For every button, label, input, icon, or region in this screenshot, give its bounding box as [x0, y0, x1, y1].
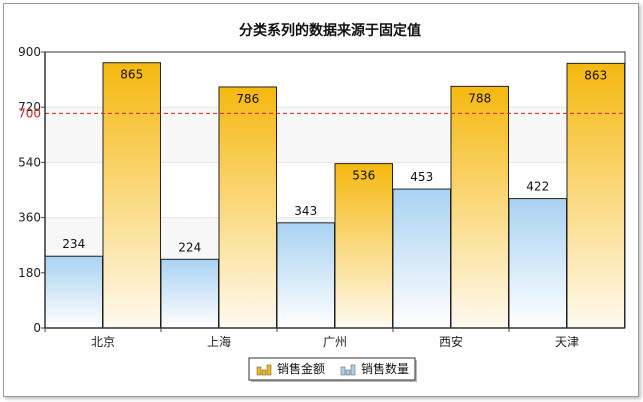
data-label-quantity: 224 [178, 240, 201, 254]
x-tick-label: 西安 [439, 334, 463, 349]
y-tick-label: 360 [18, 211, 41, 225]
data-label-amount: 863 [584, 68, 607, 82]
y-tick-label: 900 [18, 45, 41, 59]
legend-label: 销售数量 [361, 361, 409, 376]
reference-line-label: 700 [18, 106, 41, 120]
bar-sales-amount [102, 62, 161, 329]
legend-entry-sales-quantity: 销售数量 [340, 361, 409, 376]
data-label-amount: 788 [468, 91, 491, 105]
bar-sales-amount [566, 62, 625, 329]
y-tick-label: 540 [18, 155, 41, 169]
legend-label: 销售金额 [277, 361, 325, 376]
legend-icon-bar [261, 369, 267, 376]
data-label-quantity: 453 [410, 170, 433, 184]
plot-area: 0 180 360 540 720 900 234 865 北京 224 786 上海 343 536 广州… [18, 45, 626, 349]
chart-title: 分类系列的数据来源于固定值 [239, 22, 421, 39]
x-tick-label: 天津 [555, 335, 579, 349]
legend-icon-bar [345, 369, 351, 376]
data-label-quantity: 422 [526, 180, 549, 194]
legend-box [248, 357, 416, 381]
legend: 销售金额 销售数量 [248, 357, 417, 382]
bar-sales-amount [450, 85, 509, 329]
legend-icon-bar [350, 364, 356, 376]
legend-icon-bar [256, 366, 262, 376]
y-tick-label: 0 [33, 321, 41, 335]
y-tick-label: 720 [18, 100, 41, 114]
data-label-amount: 536 [352, 169, 375, 183]
data-label-quantity: 234 [62, 237, 85, 251]
bar-sales-quantity [392, 188, 451, 329]
legend-entry-sales-amount: 销售金额 [256, 361, 325, 376]
bar-sales-quantity [44, 255, 103, 329]
plot-border [44, 51, 626, 329]
x-tick-label: 北京 [91, 335, 115, 349]
bar-sales-amount [334, 163, 393, 329]
y-tick-label: 180 [18, 266, 41, 280]
data-label-amount: 786 [236, 92, 259, 106]
data-label-amount: 865 [120, 68, 143, 82]
x-tick-label: 广州 [323, 335, 347, 349]
x-tick-label: 上海 [207, 334, 231, 349]
bar-sales-quantity [160, 258, 219, 329]
bar-sales-amount [218, 86, 277, 329]
legend-icon-bar [340, 366, 346, 376]
bar-sales-quantity [508, 198, 567, 329]
bar-chart-icon-sales-amount [256, 364, 272, 376]
bar-sales-quantity [276, 222, 335, 329]
data-label-quantity: 343 [294, 204, 317, 218]
bar-chart-icon-sales-quantity [340, 364, 356, 376]
legend-icon-bar [266, 364, 272, 376]
